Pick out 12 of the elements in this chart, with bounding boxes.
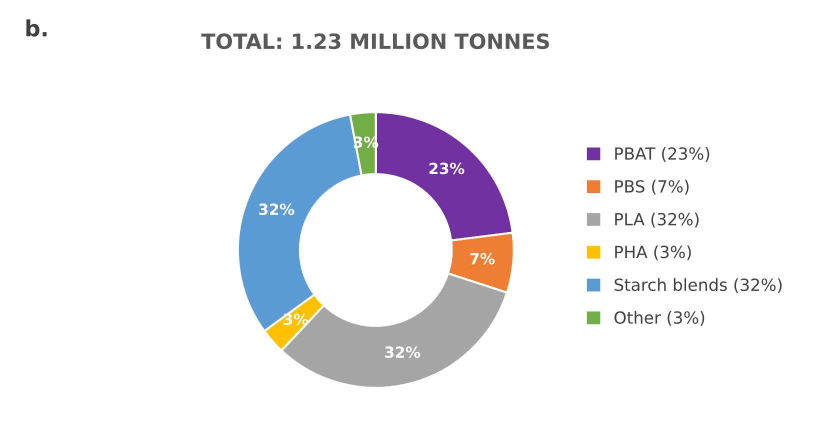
data-label: 32% xyxy=(385,346,420,358)
legend-label: PHA (3%) xyxy=(615,245,691,260)
text: b. xyxy=(26,19,47,37)
chart-title: TOTAL: 1.23 MILLION TONNES xyxy=(201,33,549,50)
legend-label: Starch blends (32%) xyxy=(614,278,782,294)
legend-label: Other (3%) xyxy=(614,310,704,326)
legend-label: PLA (32%) xyxy=(615,212,699,228)
legend-label: PBS (7%) xyxy=(615,180,689,195)
data-label: 32% xyxy=(259,204,294,216)
data-label: 23% xyxy=(429,162,464,174)
legend-label: PBAT (23%) xyxy=(615,147,710,162)
data-label: 7% xyxy=(470,252,495,264)
